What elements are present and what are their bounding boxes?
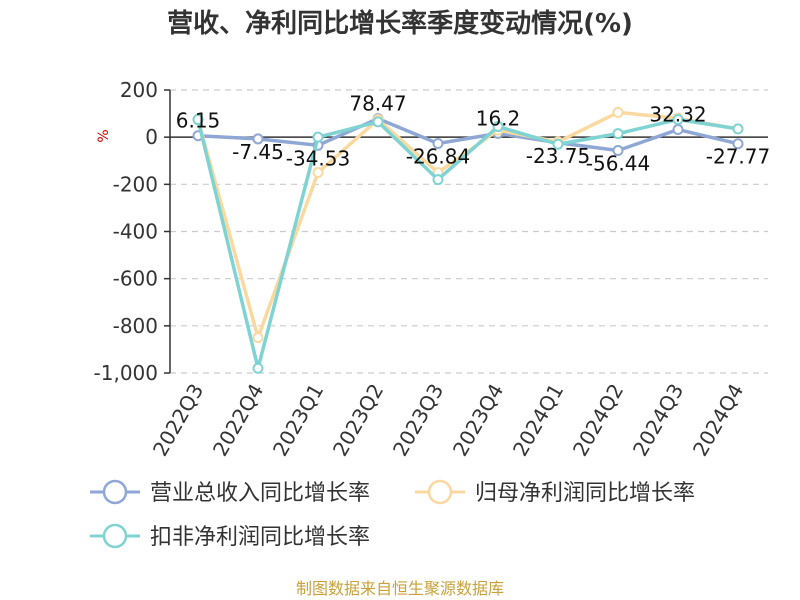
x-tick-label: 2024Q1 <box>508 380 568 461</box>
data-point <box>372 116 384 128</box>
data-point <box>612 144 624 156</box>
data-point <box>432 174 444 186</box>
y-tick-labels: 200 0 -200 -400 -600 -800 -1,000 <box>94 78 158 385</box>
y-tick-label: -200 <box>113 172 158 196</box>
legend-label: 营业总收入同比增长率 <box>150 481 370 506</box>
x-tick-label: 2024Q2 <box>568 380 628 461</box>
data-point <box>252 133 264 145</box>
data-label: 78.47 <box>349 92 406 116</box>
data-point <box>732 123 744 135</box>
legend-marker <box>102 523 128 549</box>
legend-item[interactable]: 扣非净利润同比增长率 <box>90 523 370 550</box>
legend-marker <box>102 479 128 505</box>
x-tick-label: 2024Q3 <box>628 380 688 461</box>
y-tick-label: -1,000 <box>94 361 158 385</box>
data-point <box>432 137 444 149</box>
legend-item[interactable]: 归母净利润同比增长率 <box>415 479 695 506</box>
data-labels: 6.15 -7.45 -34.53 78.47 -26.8416.2-23.75-56.… <box>176 92 771 176</box>
y-tick-label: -800 <box>113 314 158 338</box>
legend-marker <box>427 479 453 505</box>
y-unit-label: % <box>96 129 112 142</box>
series-group <box>192 106 744 374</box>
x-tick-label: 2023Q1 <box>268 380 328 461</box>
chart-title: 营收、净利同比增长率季度变动情况(%) <box>167 8 633 39</box>
data-point <box>612 128 624 140</box>
data-label: -34.53 <box>286 146 350 170</box>
data-label: -23.75 <box>526 144 590 168</box>
source-note: 制图数据来自恒生聚源数据库 <box>296 579 504 598</box>
y-tick-label: 0 <box>145 125 158 149</box>
y-tick-label: -400 <box>113 220 158 244</box>
data-point <box>552 138 564 150</box>
data-label: -27.77 <box>706 145 770 169</box>
data-point <box>492 121 504 133</box>
data-label: -26.84 <box>406 144 470 168</box>
data-point <box>312 167 324 179</box>
y-tick-label: 200 <box>120 78 158 102</box>
data-point <box>252 332 264 344</box>
data-point <box>732 138 744 150</box>
data-label: 16.2 <box>476 106 521 130</box>
data-point <box>312 131 324 143</box>
x-tick-labels: 2022Q3 2022Q4 2023Q1 2023Q2 2023Q3 2023Q4 2024… <box>148 380 748 461</box>
data-point <box>672 113 684 125</box>
legend-label: 扣非净利润同比增长率 <box>150 525 370 550</box>
x-tick-label: 2022Q3 <box>148 380 208 461</box>
legend-item[interactable]: 营业总收入同比增长率 <box>90 479 370 506</box>
data-point <box>192 113 204 125</box>
data-label: -56.44 <box>586 151 650 175</box>
x-tick-label: 2024Q4 <box>688 380 748 461</box>
legend-label: 归母净利润同比增长率 <box>475 481 695 506</box>
series-line <box>197 116 739 153</box>
x-tick-label: 2023Q2 <box>328 380 388 461</box>
series-line <box>196 117 739 371</box>
data-point <box>672 124 684 136</box>
data-point <box>252 362 264 374</box>
x-tick-label: 2022Q4 <box>208 380 268 461</box>
data-label: 6.15 <box>176 109 221 133</box>
x-tick-label: 2023Q4 <box>448 380 508 461</box>
y-tick-label: -600 <box>113 267 158 291</box>
x-tick-label: 2023Q3 <box>388 380 448 461</box>
data-point <box>612 106 624 118</box>
data-label: 32.32 <box>649 103 706 127</box>
data-label: -7.45 <box>232 140 284 164</box>
